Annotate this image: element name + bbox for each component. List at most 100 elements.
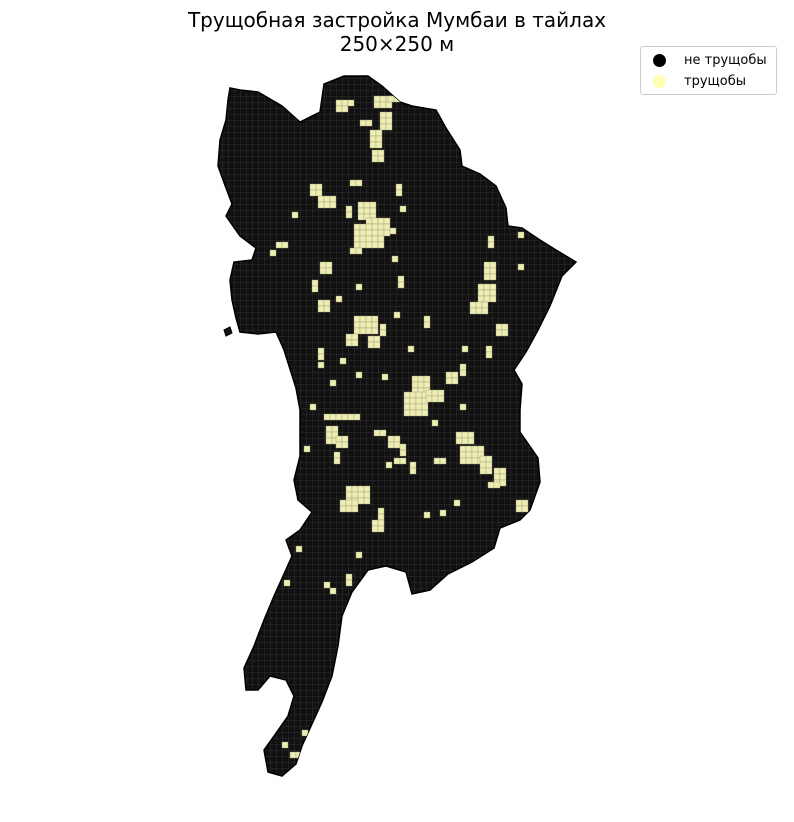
legend-marker-non-slum	[653, 54, 666, 67]
slum-tile	[371, 525, 379, 533]
slum-tile	[329, 201, 337, 209]
slum-tile	[399, 205, 407, 213]
slum-tile	[341, 105, 349, 113]
slum-tile	[349, 247, 357, 255]
slum-tile	[351, 505, 359, 513]
slum-tile	[355, 179, 363, 187]
slum-tile	[371, 229, 379, 237]
slum-tile	[387, 95, 395, 103]
slum-tile	[325, 431, 333, 439]
slum-tile	[483, 289, 491, 297]
slum-tile	[371, 321, 379, 329]
slum-tile	[451, 371, 459, 379]
slum-tile	[377, 507, 385, 515]
slum-tile	[363, 485, 371, 493]
slum-tile	[365, 321, 373, 329]
slum-tile	[479, 455, 487, 463]
slum-tile	[325, 267, 333, 275]
slum-tile	[415, 391, 423, 399]
slum-tile	[359, 119, 367, 127]
slum-tile	[501, 323, 509, 331]
slum-tile	[371, 223, 379, 231]
slum-tile	[365, 315, 373, 323]
slum-tile	[317, 201, 325, 209]
slum-tile	[403, 403, 411, 411]
slum-tile	[385, 101, 393, 109]
slum-tile	[345, 505, 353, 513]
slum-tile	[377, 217, 385, 225]
map-title-line1: Трущобная застройка Мумбаи в тайлах	[187, 8, 607, 32]
slum-tile	[423, 375, 431, 383]
slum-tile	[385, 123, 393, 131]
slum-tile	[369, 129, 377, 137]
slum-tile	[355, 283, 363, 291]
slum-tile	[357, 485, 365, 493]
slum-tile	[501, 329, 509, 337]
slum-tile	[351, 333, 359, 341]
slum-tile	[341, 99, 349, 107]
slum-tile	[409, 403, 417, 411]
slum-tile	[489, 267, 497, 275]
slum-tile	[359, 315, 367, 323]
slum-tile	[493, 473, 501, 481]
slum-tile	[317, 305, 325, 313]
slum-tile	[455, 437, 463, 445]
slum-tile	[371, 155, 379, 163]
slum-tile	[477, 283, 485, 291]
slum-tile	[369, 141, 377, 149]
slum-tile	[477, 289, 485, 297]
slum-tile	[421, 403, 429, 411]
slum-tile	[377, 149, 385, 157]
slum-tile	[311, 279, 319, 287]
slum-tile	[379, 117, 387, 125]
slum-tile	[339, 357, 347, 365]
slum-tile	[459, 445, 467, 453]
slum-tile	[317, 299, 325, 307]
slum-tile	[415, 403, 423, 411]
island-fragment	[223, 326, 233, 337]
slum-tile	[471, 451, 479, 459]
slum-tile	[385, 111, 393, 119]
slum-tile	[515, 505, 523, 513]
slum-tile	[423, 381, 431, 389]
slum-tile	[369, 207, 377, 215]
slum-tile	[323, 581, 331, 589]
slum-tile	[415, 397, 423, 405]
slum-tile	[395, 183, 403, 191]
slum-tile	[409, 467, 417, 475]
slum-tile	[379, 323, 387, 331]
slum-tile	[469, 301, 477, 309]
slum-tile	[395, 189, 403, 197]
slum-tile	[377, 519, 385, 527]
slum-tile	[451, 377, 459, 385]
slum-tile	[341, 413, 349, 421]
slum-tile	[351, 491, 359, 499]
slum-tile	[377, 241, 385, 249]
slum-tile	[431, 419, 439, 427]
slum-tile	[489, 295, 497, 303]
slum-tile	[399, 95, 407, 103]
slum-tile	[475, 307, 483, 315]
slum-tile	[399, 457, 407, 465]
slum-tile	[445, 371, 453, 379]
slum-tile	[325, 437, 333, 445]
slum-tile	[475, 301, 483, 309]
slum-tile	[423, 321, 431, 329]
slum-tile	[283, 579, 291, 587]
slum-tile	[459, 363, 467, 371]
slum-tile	[323, 715, 331, 723]
slum-tile	[403, 397, 411, 405]
slum-tile	[371, 217, 379, 225]
slum-tile	[393, 441, 401, 449]
slum-tile	[375, 129, 383, 137]
slum-tile	[425, 395, 433, 403]
slum-tile	[381, 373, 389, 381]
slum-tile	[409, 397, 417, 405]
slum-tile	[483, 267, 491, 275]
slum-tile	[331, 425, 339, 433]
slum-tile	[383, 223, 391, 231]
slum-tile	[335, 441, 343, 449]
slum-tile	[341, 435, 349, 443]
slum-tile	[319, 267, 327, 275]
slum-tile	[485, 467, 493, 475]
